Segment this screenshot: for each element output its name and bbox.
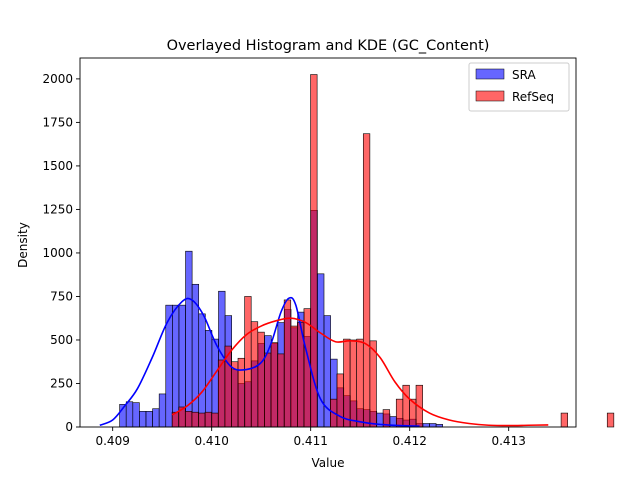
legend-label-refseq: RefSeq	[512, 90, 554, 104]
y-tick-label: 750	[50, 289, 73, 303]
histogram-bar	[172, 304, 180, 428]
legend-swatch-sra	[475, 68, 505, 80]
histogram-bar	[395, 398, 404, 428]
y-tick-label: 0	[65, 420, 73, 434]
histogram-bar	[257, 331, 265, 428]
histogram-bar	[290, 325, 298, 428]
histogram-bar	[560, 412, 568, 428]
histogram-bar	[402, 384, 410, 428]
x-tick-label: 0.410	[194, 434, 228, 448]
y-axis-label: Density	[16, 222, 30, 268]
histogram-bar	[356, 338, 364, 428]
histogram-bar	[125, 401, 134, 428]
histogram-bar	[349, 339, 357, 428]
histogram-bar	[606, 412, 615, 428]
histogram-bar	[244, 296, 252, 428]
histogram-bar	[237, 357, 245, 428]
x-tick-label: 0.413	[491, 434, 525, 448]
legend-swatch-refseq	[475, 90, 505, 102]
histogram-bar	[158, 393, 167, 428]
x-axis-label: Value	[312, 456, 345, 470]
x-tick-label: 0.412	[392, 434, 426, 448]
y-tick-label: 500	[50, 333, 73, 347]
histogram-bar	[191, 411, 199, 428]
histogram-bar	[429, 423, 437, 428]
histogram-bar	[270, 342, 278, 428]
y-tick-label: 250	[50, 376, 73, 390]
histogram-bar	[369, 340, 377, 428]
histogram-bar	[198, 313, 206, 428]
chart-title: Overlayed Histogram and KDE (GC_Content)	[167, 38, 490, 54]
legend-label-sra: SRA	[512, 68, 536, 82]
histogram-bar	[277, 353, 285, 428]
histogram-bar	[139, 411, 147, 428]
axes: 0.409 0.410 0.411 0.412 0.413 0 250 500 750 1000 1…	[42, 57, 577, 448]
histogram-bar	[217, 359, 226, 428]
legend: SRA RefSeq	[468, 62, 570, 112]
y-tick-label: 1500	[42, 159, 73, 173]
histogram-bar	[362, 133, 371, 428]
histogram-bar	[343, 338, 351, 428]
kde-line-sra	[99, 296, 420, 427]
y-tick-label: 1000	[42, 246, 73, 260]
y-tick-label: 1250	[42, 202, 73, 216]
histogram-bar	[422, 423, 430, 428]
histogram-bar	[303, 308, 311, 428]
histogram-bar	[264, 352, 272, 428]
kde-line-refseq	[171, 317, 549, 427]
histogram-bar	[231, 361, 239, 428]
histogram-bar	[184, 411, 193, 428]
x-tick-label: 0.411	[293, 434, 327, 448]
histogram-bar	[211, 412, 219, 428]
x-tick-label: 0.409	[95, 434, 129, 448]
histogram-bar	[250, 321, 259, 428]
y-tick-label: 2000	[42, 72, 73, 86]
histogram-bar	[185, 250, 193, 428]
histogram-bar	[336, 373, 344, 428]
histogram-bar	[204, 411, 212, 428]
axes-frame	[79, 57, 577, 428]
y-tick-label: 1750	[42, 115, 73, 129]
histogram-bar	[145, 411, 153, 428]
histogram-bar	[198, 412, 206, 428]
histogram-bar	[152, 408, 160, 428]
histogram-bar	[132, 402, 140, 428]
